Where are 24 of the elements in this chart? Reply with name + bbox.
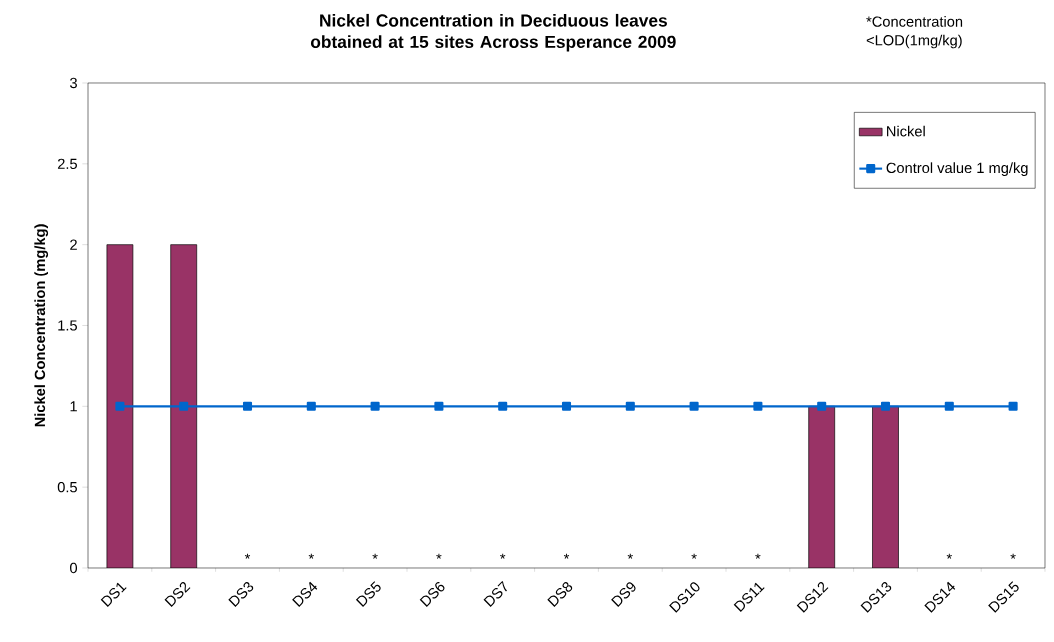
chart-title: Nickel Concentration in Deciduous leaves obtained at 15 sites Across Esperance 2009: [310, 13, 676, 52]
data-label: *: [755, 553, 761, 559]
y-axis-title: Nickel Concentration (mg/kg): [34, 224, 49, 427]
data-label: *: [627, 553, 633, 559]
data-label: *: [563, 553, 570, 559]
data-label: *: [436, 553, 442, 559]
data-label: *: [308, 553, 314, 559]
data-label: *: [946, 553, 952, 559]
data-label: *: [244, 553, 251, 559]
data-label: *: [1010, 553, 1016, 559]
legend-label: Nickel: [887, 125, 925, 137]
data-label: *: [691, 553, 697, 559]
data-label: *: [372, 553, 378, 559]
text: *Concentration <LOD(1mg/kg): [866, 16, 963, 49]
y-tick-label: 2.5: [57, 158, 77, 170]
y-tick-label: 0: [70, 562, 78, 574]
y-tick-label: 2: [70, 239, 77, 250]
data-label: *: [500, 553, 506, 559]
y-tick-label: 0.5: [57, 481, 77, 493]
y-tick-label: 1.5: [58, 320, 77, 331]
x-tick-label: DS1: [100, 582, 127, 607]
y-tick-label: 3: [70, 77, 77, 89]
y-tick-label: 1: [70, 401, 77, 412]
legend-label: Control value 1 mg/kg: [886, 162, 1028, 176]
